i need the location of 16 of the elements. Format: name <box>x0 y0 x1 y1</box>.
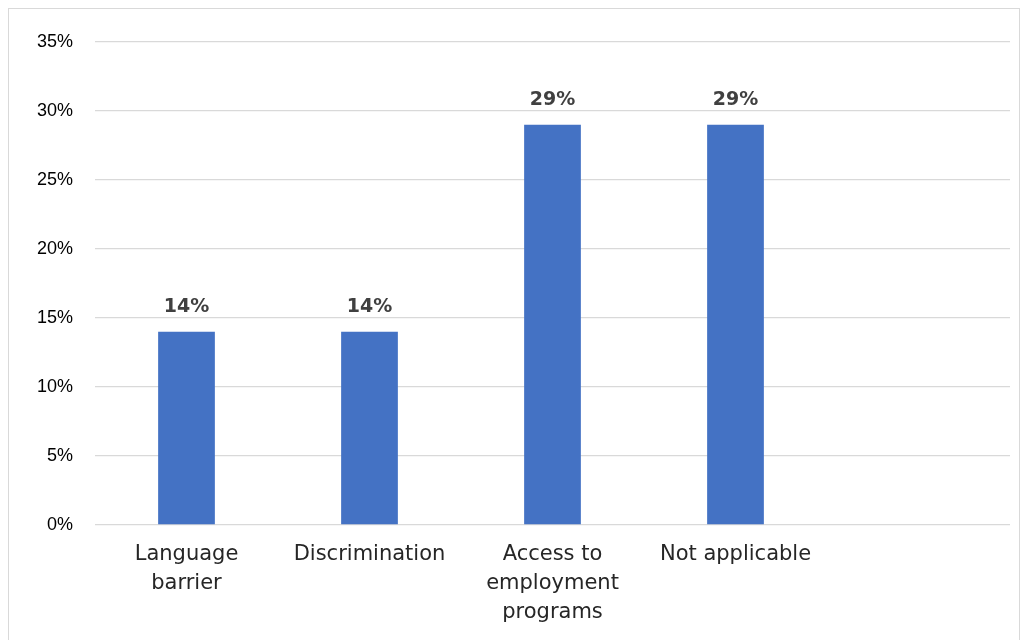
data-label: 29% <box>529 87 576 110</box>
x-tick-label: Language barrier <box>134 540 239 594</box>
y-tick-label: 35% <box>36 30 73 51</box>
y-tick-label: 25% <box>36 168 73 189</box>
y-tick-label: 10% <box>36 375 73 396</box>
y-tick-label: 0% <box>46 513 73 534</box>
data-label: 29% <box>712 87 759 110</box>
y-tick-label: 15% <box>36 306 73 327</box>
y-tick-label: 30% <box>36 99 73 120</box>
y-tick-label: 20% <box>36 237 73 258</box>
data-label: 14% <box>163 294 210 317</box>
x-tick-label: Access to employment programs <box>486 540 619 623</box>
data-label: 14% <box>346 294 393 317</box>
x-tick-label: Discrimination <box>293 540 446 565</box>
y-tick-label: 5% <box>46 444 73 465</box>
x-tick-label: Not applicable <box>659 540 812 565</box>
